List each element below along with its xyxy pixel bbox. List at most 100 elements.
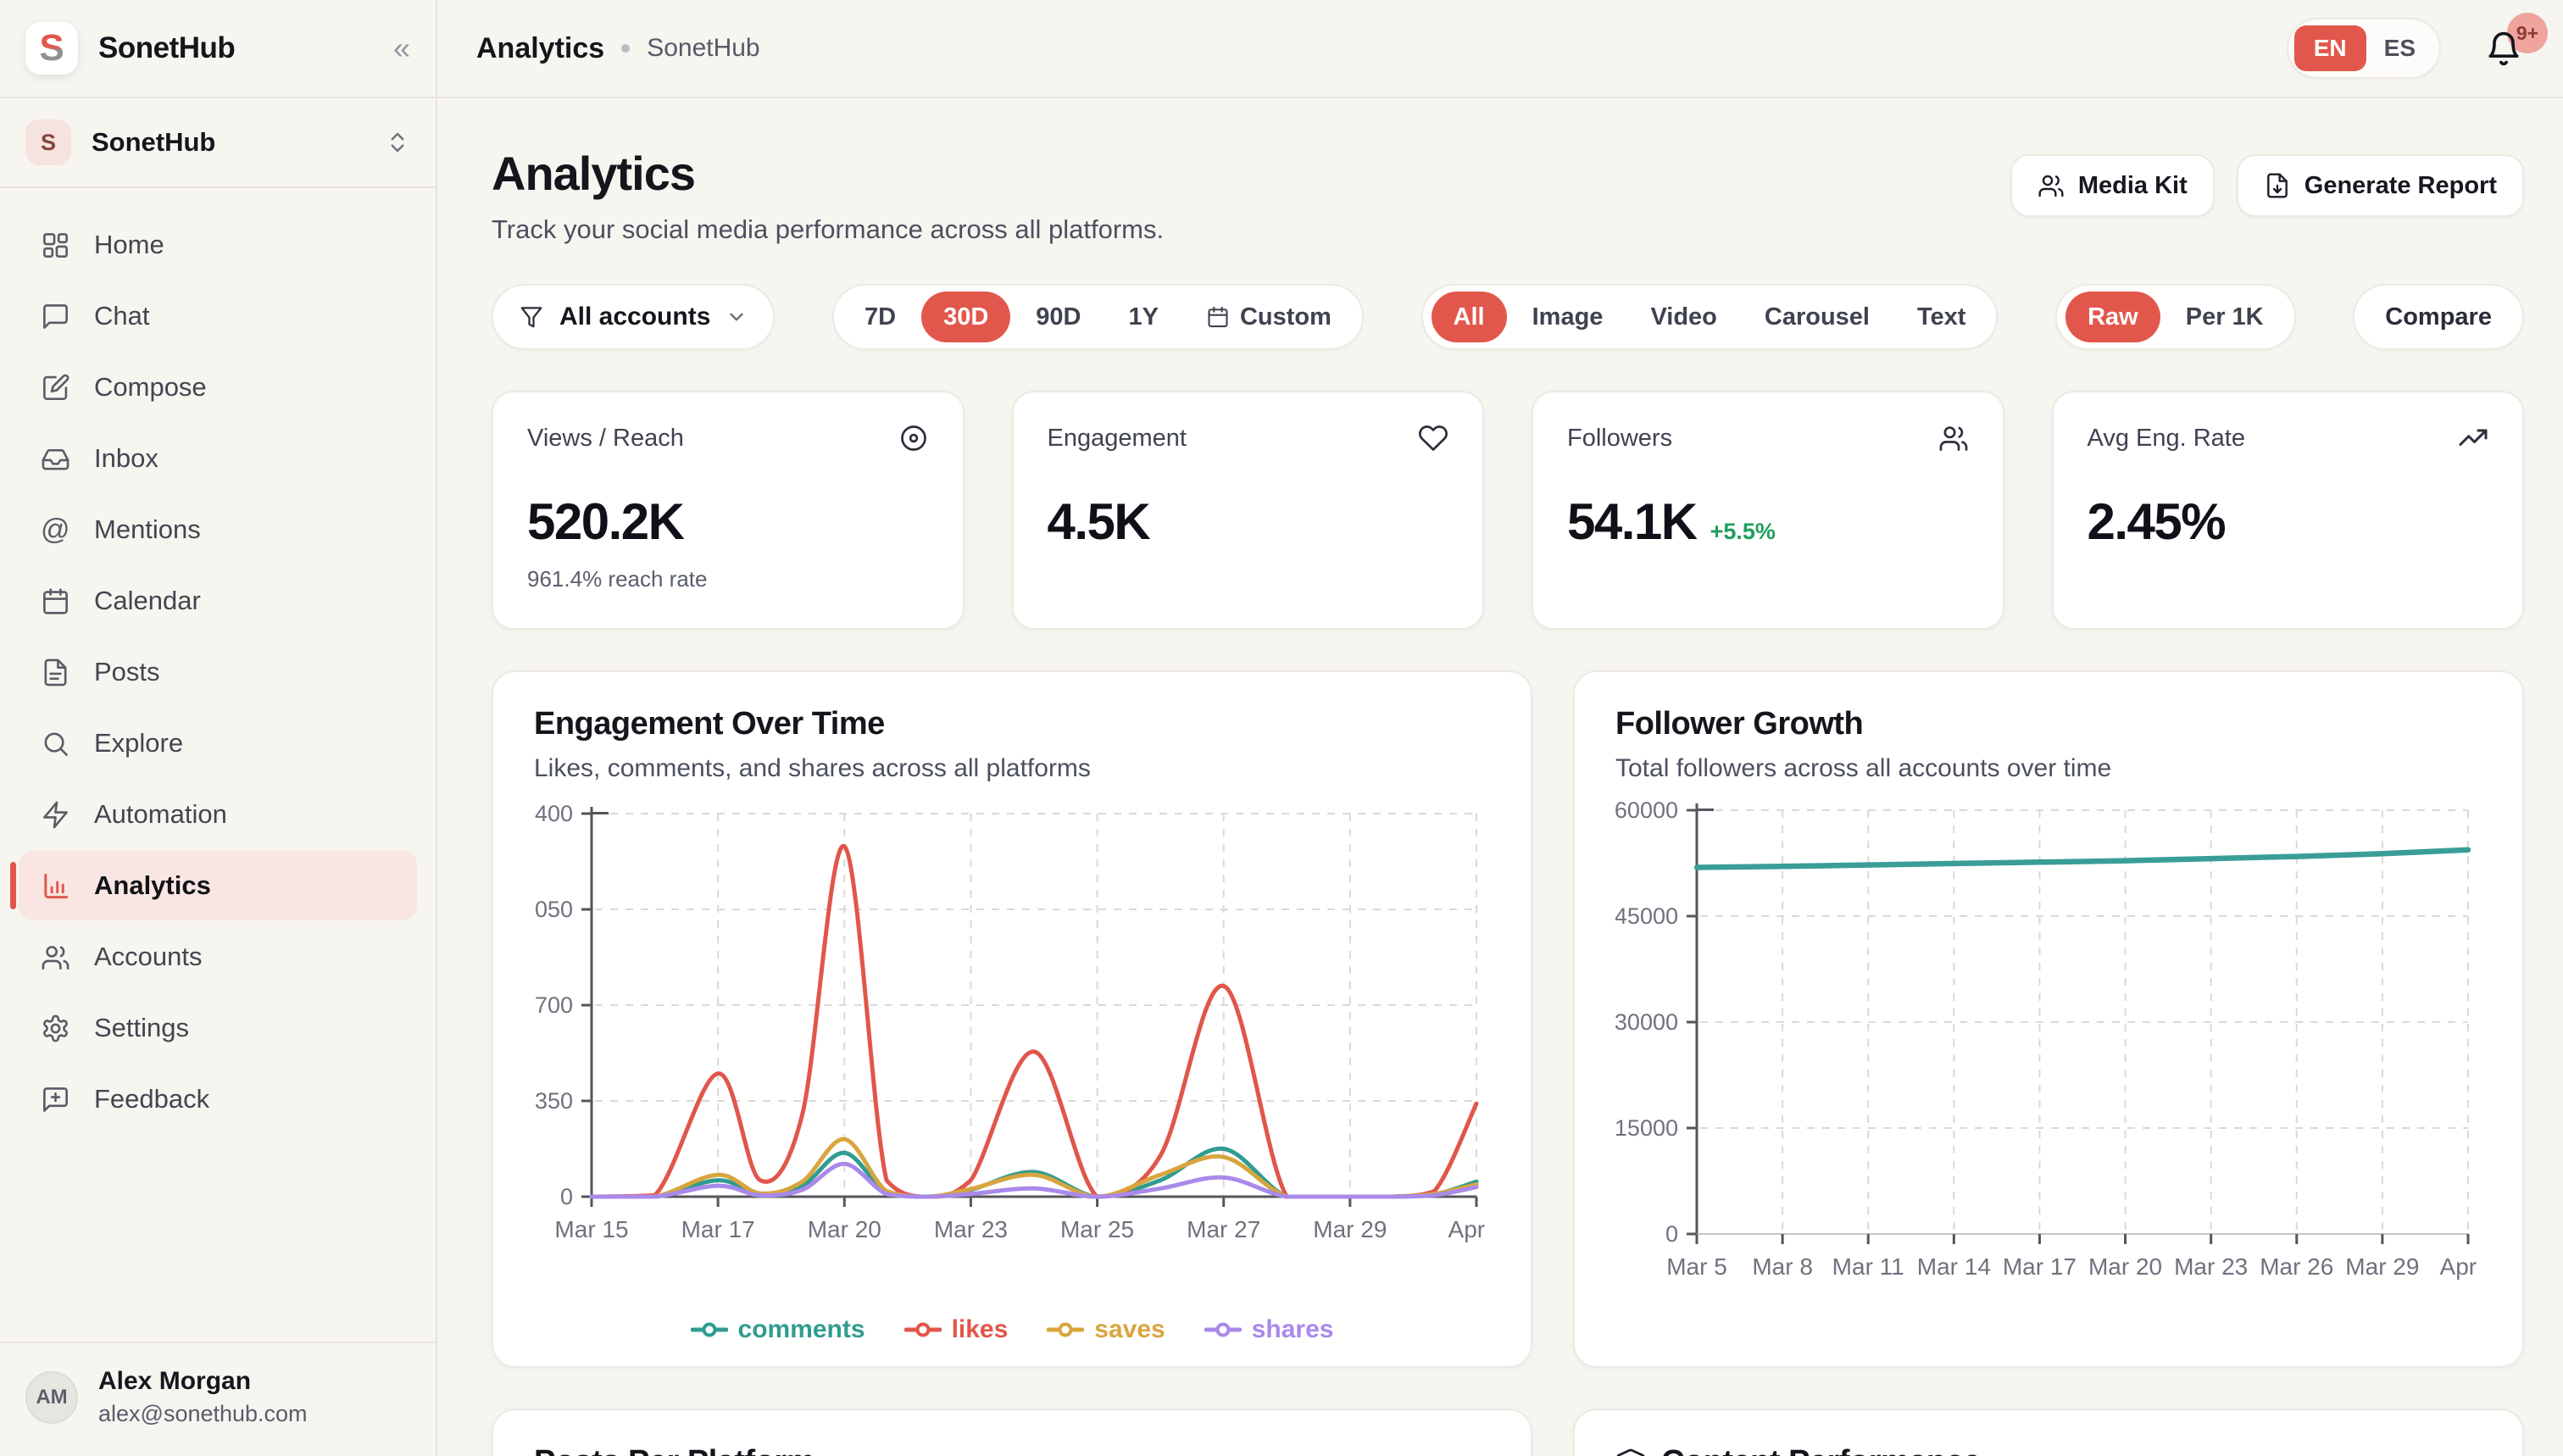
legend-item-comments[interactable]: comments xyxy=(691,1315,865,1344)
dashboard-icon xyxy=(41,231,70,260)
sidebar-item-accounts[interactable]: Accounts xyxy=(19,922,417,992)
sidebar-item-feedback[interactable]: Feedback xyxy=(19,1064,417,1134)
sidebar-collapse-icon[interactable]: « xyxy=(393,33,410,64)
user-profile[interactable]: AM Alex Morgan alex@sonethub.com xyxy=(0,1342,436,1456)
sidebar-item-explore[interactable]: Explore xyxy=(19,709,417,778)
bell-icon xyxy=(2485,28,2522,69)
user-email: alex@sonethub.com xyxy=(98,1401,308,1427)
time-range-1y[interactable]: 1Y xyxy=(1106,292,1180,342)
language-switch: EN ES xyxy=(2287,18,2441,79)
account-filter-dropdown[interactable]: All accounts xyxy=(492,284,775,350)
feedback-icon xyxy=(41,1085,70,1114)
sidebar: S SonetHub « S SonetHub Home ChatComposeI… xyxy=(0,0,437,1456)
workspace-selector[interactable]: S SonetHub xyxy=(0,98,436,188)
legend-marker-icon xyxy=(1204,1321,1242,1338)
page-head: Analytics Track your social media perfor… xyxy=(492,146,2524,245)
filter-bar: All accounts 7D 30D90D1Y Custom AllImageVi… xyxy=(492,284,2524,350)
svg-text:Mar 5: Mar 5 xyxy=(1666,1253,1727,1280)
time-range-label: Custom xyxy=(1240,303,1332,331)
content-type-label: Carousel xyxy=(1765,303,1870,331)
calendar-icon xyxy=(41,586,70,616)
sidebar-item-inbox[interactable]: Inbox xyxy=(19,424,417,493)
metric-mode-raw[interactable]: Raw xyxy=(2065,292,2160,342)
content-type-video[interactable]: Video xyxy=(1628,292,1738,342)
compare-button[interactable]: Compare xyxy=(2353,284,2524,350)
users-icon xyxy=(1938,423,1969,453)
sidebar-item-compose[interactable]: Compose xyxy=(19,353,417,422)
posts-per-platform-title: Posts Per Platform xyxy=(534,1444,814,1456)
notifications-button[interactable]: 9+ xyxy=(2485,28,2522,69)
language-es-button[interactable]: ES xyxy=(2366,25,2433,71)
content-type-all[interactable]: All xyxy=(1432,292,1507,342)
svg-text:Mar 23: Mar 23 xyxy=(2174,1253,2248,1280)
sidebar-item-label: Automation xyxy=(94,799,227,830)
bottom-cards-row: Posts Per Platform Distribution of posts… xyxy=(492,1409,2524,1456)
brand-logo: S xyxy=(25,22,78,75)
content-type-image[interactable]: Image xyxy=(1510,292,1626,342)
stat-card-avg-eng-rate: Avg Eng. Rate2.45% xyxy=(2052,391,2525,630)
time-range-custom[interactable]: Custom xyxy=(1184,292,1354,342)
svg-text:Mar 29: Mar 29 xyxy=(2345,1253,2419,1280)
sidebar-nav: Home ChatComposeInbox@Mentions Calendar Pos… xyxy=(0,188,436,1134)
follower-chart-card: Follower Growth Total followers across a… xyxy=(1573,670,2524,1368)
svg-text:0: 0 xyxy=(1665,1221,1678,1247)
svg-text:Mar 11: Mar 11 xyxy=(1832,1253,1904,1280)
content-type-label: Text xyxy=(1917,303,1965,331)
time-range-90d[interactable]: 90D xyxy=(1014,292,1103,342)
sidebar-item-settings[interactable]: Settings xyxy=(19,993,417,1063)
time-range-label: 7D xyxy=(865,303,896,331)
content-type-text[interactable]: Text xyxy=(1895,292,1988,342)
main-area: Analytics SonetHub EN ES 9+ Analytics Tr… xyxy=(437,0,2563,1456)
disc-icon xyxy=(898,423,929,453)
sidebar-item-mentions[interactable]: @Mentions xyxy=(19,495,417,564)
sidebar-item-posts[interactable]: Posts xyxy=(19,637,417,707)
header-actions: Media Kit Generate Report xyxy=(2010,154,2524,217)
generate-report-button[interactable]: Generate Report xyxy=(2237,154,2524,217)
at-icon: @ xyxy=(41,515,70,545)
follower-chart-title: Follower Growth xyxy=(1615,706,1863,742)
breadcrumb-app[interactable]: SonetHub xyxy=(647,34,759,63)
svg-text:15000: 15000 xyxy=(1615,1115,1678,1141)
breadcrumb-dot xyxy=(621,44,630,53)
media-kit-label: Media Kit xyxy=(2078,172,2188,200)
layers-icon xyxy=(1615,1448,1646,1456)
engagement-line-chart: 035070010501400Mar 15Mar 17Mar 20Mar 23M… xyxy=(534,800,1490,1312)
zap-icon xyxy=(41,800,70,830)
legend-item-saves[interactable]: saves xyxy=(1047,1315,1165,1344)
brand-logo-letter: S xyxy=(39,30,64,67)
sidebar-item-calendar[interactable]: Calendar xyxy=(19,566,417,636)
svg-text:Mar 17: Mar 17 xyxy=(2003,1253,2077,1280)
stat-card-views-reach: Views / Reach520.2K961.4% reach rate xyxy=(492,391,965,630)
sidebar-item-chat[interactable]: Chat xyxy=(19,281,417,351)
calendar-icon xyxy=(1206,305,1230,329)
file-text-icon xyxy=(41,658,70,687)
legend-item-shares[interactable]: shares xyxy=(1204,1315,1334,1344)
compose-icon xyxy=(41,373,70,403)
sidebar-item-analytics[interactable]: Analytics xyxy=(19,851,417,920)
sidebar-item-label: Calendar xyxy=(94,586,201,616)
legend-label: likes xyxy=(952,1315,1009,1344)
page-subtitle: Track your social media performance acro… xyxy=(492,214,1164,245)
content-type-group: AllImageVideo Carousel Text xyxy=(1421,284,1999,350)
inbox-icon xyxy=(41,444,70,474)
content-type-carousel[interactable]: Carousel xyxy=(1743,292,1892,342)
language-en-button[interactable]: EN xyxy=(2294,25,2366,71)
metric-mode-per-1k[interactable]: Per 1K xyxy=(2164,292,2286,342)
generate-report-label: Generate Report xyxy=(2304,172,2497,200)
time-range-7d[interactable]: 7D xyxy=(842,292,918,342)
legend-item-likes[interactable]: likes xyxy=(904,1315,1009,1344)
sidebar-item-home[interactable]: Home xyxy=(19,210,417,280)
workspace-badge: S xyxy=(25,119,71,165)
legend-marker-icon xyxy=(904,1321,942,1338)
sidebar-item-label: Posts xyxy=(94,657,160,687)
settings-icon xyxy=(41,1014,70,1043)
sidebar-header: S SonetHub « xyxy=(0,0,436,98)
svg-text:30000: 30000 xyxy=(1615,1009,1678,1035)
engagement-legend: comments likes saves shares xyxy=(534,1315,1490,1366)
sidebar-item-label: Home xyxy=(94,230,164,260)
sidebar-item-automation[interactable]: Automation xyxy=(19,780,417,849)
chevron-down-icon xyxy=(726,306,748,328)
time-range-30d[interactable]: 30D xyxy=(921,292,1010,342)
stat-cards: Views / Reach520.2K961.4% reach rateEnga… xyxy=(492,391,2524,630)
media-kit-button[interactable]: Media Kit xyxy=(2010,154,2215,217)
